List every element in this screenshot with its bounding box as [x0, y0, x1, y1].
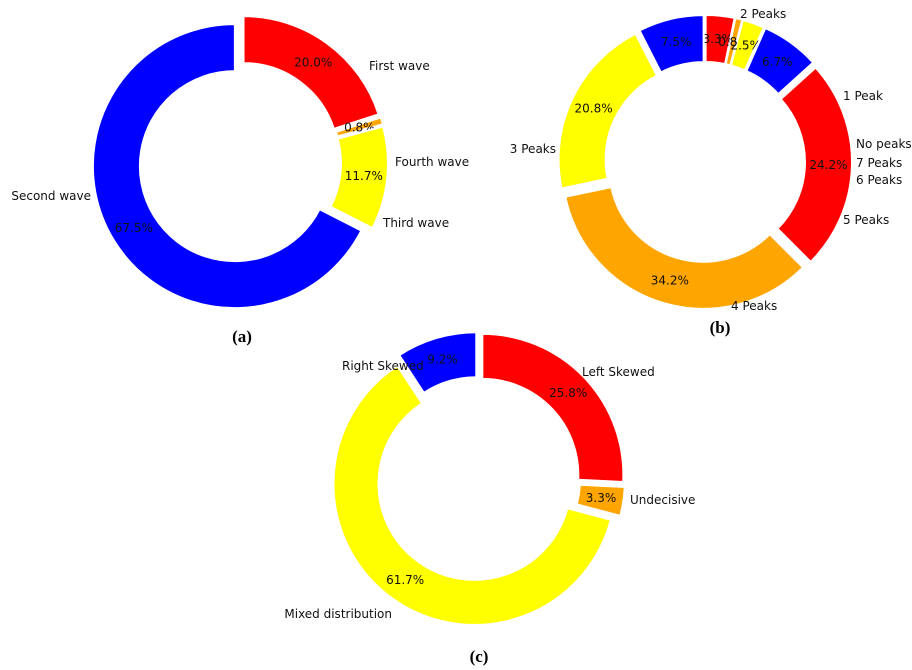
- slice-c-left-skewed: [481, 332, 625, 483]
- slice-label-c-undecisive: Undecisive: [630, 493, 695, 507]
- slice-b-6-peaks: [729, 18, 766, 72]
- slice-label-a-second-wave: Second wave: [11, 189, 91, 203]
- slice-b-5-peaks: [745, 26, 815, 96]
- slice-a-fourth-wave: [334, 116, 385, 138]
- slice-label-c-right-skewed: Right Skewed: [342, 359, 424, 373]
- slice-label-a-first-wave: First wave: [369, 59, 430, 73]
- pct-label-b-no-peaks: 3.3%: [703, 32, 734, 46]
- panel-label-c: (c): [470, 647, 489, 666]
- slice-label-b-6-peaks: 6 Peaks: [856, 173, 902, 187]
- pct-label-a-first-wave: 20.0%: [294, 55, 332, 69]
- pct-label-a-second-wave: 67.5%: [115, 221, 153, 235]
- slice-a-first-wave: [242, 15, 380, 131]
- pct-label-b-1-peak: 7.5%: [661, 35, 692, 49]
- slice-b-2-peaks: [557, 32, 659, 190]
- panel-label-b: (b): [710, 318, 731, 337]
- pct-label-c-mixed-distribution: 61.7%: [386, 573, 424, 587]
- slice-c-undecisive: [575, 483, 626, 518]
- pct-label-b-2-peaks: 20.8%: [575, 102, 613, 116]
- donut-chart-b: 3.3%0.8%2.5%6.7%24.2%34.2%20.8%7.5%No pe…: [510, 7, 912, 313]
- slice-label-a-fourth-wave: Fourth wave: [395, 155, 469, 169]
- pct-label-b-3-peaks: 34.2%: [651, 273, 689, 287]
- slice-label-b-3-peaks: 3 Peaks: [510, 142, 556, 156]
- pct-label-c-undecisive: 3.3%: [586, 491, 617, 505]
- pct-label-b-5-peaks: 6.7%: [762, 55, 793, 69]
- slice-label-c-mixed-distribution: Mixed distribution: [284, 607, 392, 621]
- pct-label-b-4-peaks: 24.2%: [809, 158, 847, 172]
- slice-label-c-left-skewed: Left Skewed: [582, 365, 655, 379]
- slice-label-b-7-peaks: 7 Peaks: [856, 156, 902, 170]
- slice-b-1-peak: [638, 14, 705, 74]
- slice-b-4-peaks: [776, 66, 853, 264]
- slice-a-second-wave: [91, 23, 363, 310]
- pct-label-c-left-skewed: 25.8%: [549, 386, 587, 400]
- donut-chart-c: 25.8% 3.3% 61.7% 9.2% Left Skewed Undecisive M…: [284, 331, 695, 626]
- slice-label-a-third-wave: Third wave: [382, 216, 449, 230]
- pct-label-c-right-skewed: 9.2%: [427, 353, 458, 367]
- slice-label-b-4-peaks: 4 Peaks: [731, 299, 777, 313]
- pct-label-a-third-wave: 11.7%: [345, 169, 383, 183]
- slice-label-b-5-peaks: 5 Peaks: [843, 213, 889, 227]
- slice-a-third-wave: [329, 125, 389, 230]
- slice-c-right-skewed: [397, 331, 478, 395]
- slice-b-3-peaks: [564, 185, 805, 310]
- panel-label-a: (a): [232, 327, 252, 346]
- slice-c-mixed-distribution: [332, 364, 613, 626]
- slice-label-b-2-peaks: 2 Peaks: [740, 7, 786, 21]
- slice-label-b-no-peaks: No peaks: [856, 137, 912, 151]
- pct-label-b-6-peaks: 2.5%: [730, 38, 761, 52]
- slice-label-b-1-peak: 1 Peak: [843, 89, 883, 103]
